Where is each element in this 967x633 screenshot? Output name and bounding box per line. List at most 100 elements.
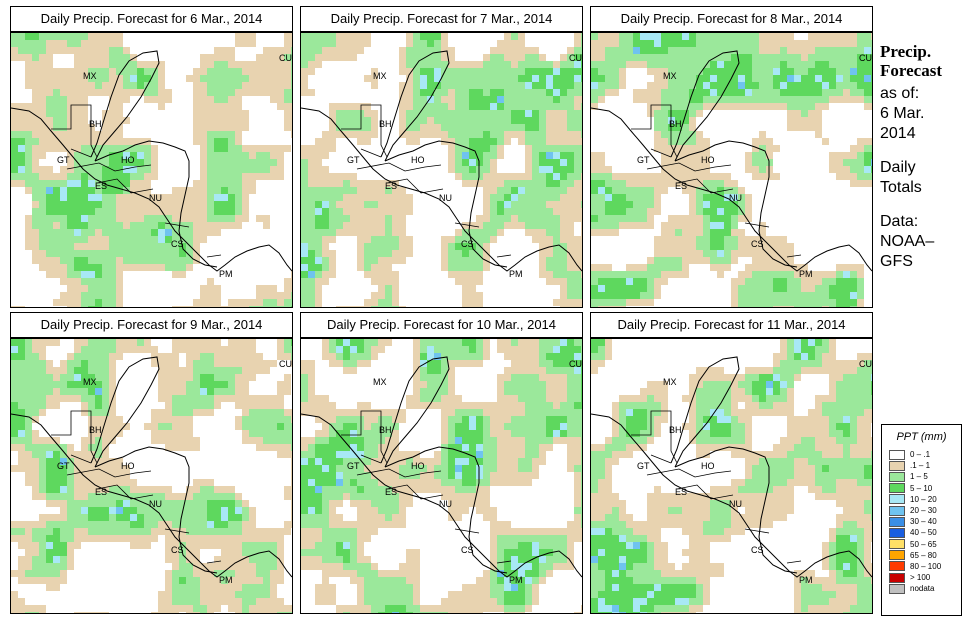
precip-cell [277, 96, 284, 103]
precip-cell [200, 395, 207, 402]
precip-cell [186, 367, 193, 374]
precip-cell [186, 437, 193, 444]
precip-cell [102, 278, 109, 285]
precip-cell [483, 409, 490, 416]
precip-cell [343, 33, 350, 40]
precip-cell [483, 472, 490, 479]
precip-cell [689, 40, 696, 47]
precip-cell [67, 514, 74, 521]
precip-cell [605, 292, 612, 299]
precip-cell [553, 278, 560, 285]
precip-cell [682, 250, 689, 257]
precip-cell [109, 236, 116, 243]
precip-cell [165, 388, 172, 395]
precip-cell [32, 444, 39, 451]
precip-cell [612, 33, 619, 40]
precip-cell [186, 563, 193, 570]
precip-cell [553, 145, 560, 152]
precip-cell [703, 54, 710, 61]
precip-cell [710, 96, 717, 103]
precip-cell [574, 465, 581, 472]
precip-cell [116, 416, 123, 423]
precip-cell [427, 381, 434, 388]
precip-cell [497, 89, 504, 96]
precip-cell [200, 486, 207, 493]
precip-cell [207, 374, 214, 381]
precip-cell [605, 54, 612, 61]
precip-cell [343, 54, 350, 61]
precip-cell [277, 152, 284, 159]
precip-cell [25, 402, 32, 409]
precip-cell [546, 215, 553, 222]
precip-cell [441, 250, 448, 257]
precip-cell [378, 493, 385, 500]
precip-cell [633, 54, 640, 61]
precip-cell [829, 96, 836, 103]
precip-cell [186, 521, 193, 528]
precip-cell [343, 360, 350, 367]
precip-cell [703, 89, 710, 96]
precip-cell [766, 75, 773, 82]
precip-cell [39, 236, 46, 243]
precip-cell [284, 339, 291, 346]
precip-cell [469, 250, 476, 257]
precip-cell [462, 124, 469, 131]
precip-cell [277, 598, 284, 605]
precip-cell [567, 61, 574, 68]
precip-cell [647, 215, 654, 222]
precip-cell [546, 89, 553, 96]
precip-cell [532, 166, 539, 173]
precip-cell [654, 103, 661, 110]
precip-cell [179, 430, 186, 437]
precip-cell [647, 180, 654, 187]
precip-cell [364, 353, 371, 360]
precip-cell [102, 173, 109, 180]
precip-cell [619, 180, 626, 187]
precip-cell [32, 465, 39, 472]
precip-cell [654, 236, 661, 243]
precip-cell [392, 285, 399, 292]
precip-cell [738, 75, 745, 82]
precip-cell [165, 208, 172, 215]
precip-cell [455, 395, 462, 402]
precip-cell [46, 250, 53, 257]
precip-cell [413, 54, 420, 61]
precip-cell [116, 138, 123, 145]
precip-cell [81, 612, 88, 613]
precip-cell [399, 47, 406, 54]
precip-cell [172, 264, 179, 271]
precip-cell [102, 117, 109, 124]
precip-cell [469, 68, 476, 75]
precip-cell [483, 243, 490, 250]
precip-cell [336, 346, 343, 353]
precip-cell [242, 374, 249, 381]
precip-cell [546, 409, 553, 416]
precip-cell [682, 243, 689, 250]
precip-cell [738, 243, 745, 250]
precip-cell [186, 486, 193, 493]
precip-cell [864, 180, 871, 187]
precip-cell [420, 479, 427, 486]
precip-cell [95, 486, 102, 493]
precip-cell [18, 159, 25, 166]
precip-cell [67, 535, 74, 542]
precip-cell [322, 402, 329, 409]
precip-cell [109, 103, 116, 110]
precip-cell [200, 584, 207, 591]
precip-cell [322, 395, 329, 402]
precip-cell [385, 194, 392, 201]
precip-cell [336, 409, 343, 416]
precip-cell [32, 395, 39, 402]
precip-cell [25, 416, 32, 423]
precip-cell [123, 229, 130, 236]
precip-cell [434, 75, 441, 82]
precip-cell [441, 40, 448, 47]
precip-cell [591, 61, 598, 68]
precip-cell [277, 306, 284, 307]
precip-cell [350, 458, 357, 465]
precip-cell [343, 201, 350, 208]
precip-cell [581, 117, 582, 124]
precip-cell [270, 360, 277, 367]
precip-cell [74, 187, 81, 194]
precip-cell [504, 208, 511, 215]
